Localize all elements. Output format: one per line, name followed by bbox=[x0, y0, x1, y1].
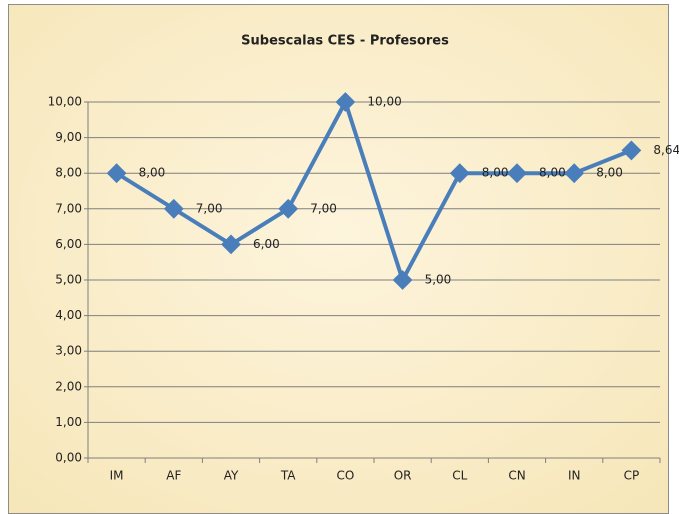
y-tick-label: 3,00 bbox=[55, 344, 82, 358]
y-tick-label: 1,00 bbox=[55, 415, 82, 429]
x-tick-label: AY bbox=[224, 469, 239, 483]
data-point bbox=[106, 163, 127, 184]
y-tick-label: 9,00 bbox=[55, 130, 82, 144]
data-label: 8,00 bbox=[139, 166, 166, 180]
data-point bbox=[449, 163, 470, 184]
x-tick-label: OR bbox=[394, 469, 412, 483]
y-tick-label: 0,00 bbox=[55, 451, 82, 465]
data-label: 8,00 bbox=[596, 166, 623, 180]
y-tick-label: 8,00 bbox=[55, 166, 82, 180]
data-line bbox=[115, 100, 633, 282]
data-point bbox=[335, 92, 356, 112]
chart-title: Subescalas CES - Profesores bbox=[241, 34, 449, 49]
data-point bbox=[392, 270, 413, 290]
data-point bbox=[221, 234, 241, 255]
x-tick-label: CN bbox=[508, 469, 525, 483]
data-label: 7,00 bbox=[310, 201, 337, 215]
x-tick-label: IN bbox=[568, 469, 581, 483]
data-label: 8,00 bbox=[539, 166, 566, 180]
data-label: 6,00 bbox=[253, 237, 280, 251]
x-tick-label: IM bbox=[110, 469, 124, 483]
y-tick-label: 10,00 bbox=[48, 95, 82, 109]
y-tick-label: 2,00 bbox=[55, 379, 82, 393]
x-tick-label: CP bbox=[624, 469, 640, 483]
chart-frame bbox=[8, 4, 669, 514]
x-tick-label: TA bbox=[280, 469, 296, 483]
y-tick-label: 7,00 bbox=[55, 201, 82, 215]
y-tick-label: 5,00 bbox=[55, 273, 82, 287]
x-tick-label: AF bbox=[166, 469, 181, 483]
data-label: 5,00 bbox=[425, 273, 452, 287]
y-tick-label: 4,00 bbox=[55, 308, 82, 322]
y-tick-label: 6,00 bbox=[55, 237, 82, 251]
data-point bbox=[163, 198, 184, 219]
data-label: 8,64 bbox=[653, 143, 679, 157]
x-tick-label: CL bbox=[452, 469, 467, 483]
data-label: 8,00 bbox=[482, 166, 509, 180]
data-label: 10,00 bbox=[367, 95, 401, 109]
x-tick-label: CO bbox=[336, 469, 354, 483]
data-point bbox=[278, 198, 299, 219]
data-label: 7,00 bbox=[196, 201, 223, 215]
